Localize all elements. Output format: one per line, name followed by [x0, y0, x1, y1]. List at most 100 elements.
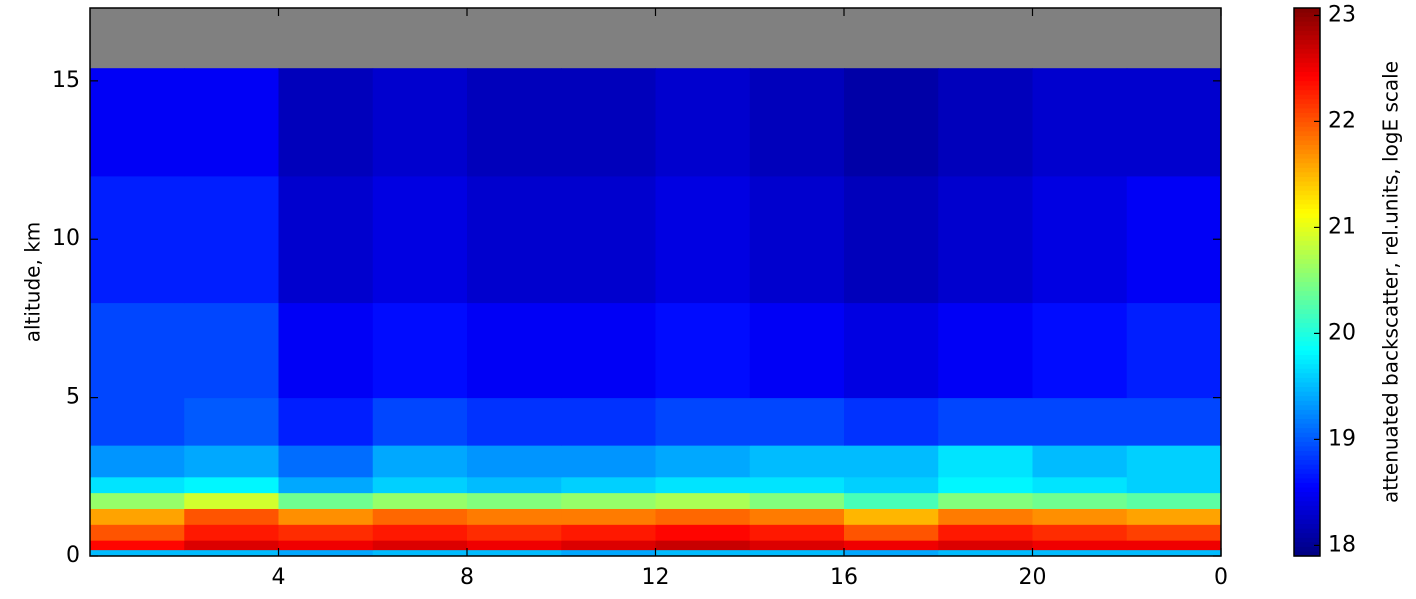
colorbar-segment — [1294, 263, 1320, 269]
colorbar-segment — [1294, 510, 1320, 516]
colorbar-segment — [1294, 309, 1320, 315]
x-tick-label: 4 — [272, 565, 286, 590]
colorbar-segment — [1294, 44, 1320, 50]
colorbar-segment — [1294, 359, 1320, 365]
heat-cell — [184, 492, 279, 509]
heat-cell — [938, 540, 1033, 551]
colorbar-segment — [1294, 428, 1320, 434]
colorbar-segment — [1294, 505, 1320, 511]
heat-cell — [372, 492, 468, 509]
colorbar-segment — [1294, 423, 1320, 429]
colorbar-segment — [1294, 53, 1320, 59]
colorbar-segment — [1294, 272, 1320, 279]
heat-cell — [561, 302, 656, 399]
colorbar-segment — [1294, 149, 1320, 155]
colorbar-segment — [1294, 172, 1320, 178]
heat-cell — [1126, 175, 1222, 304]
colorbar-segment — [1294, 131, 1320, 137]
heat-cell — [278, 397, 374, 446]
colorbar-segment — [1294, 400, 1320, 406]
colorbar-segment — [1294, 391, 1320, 397]
heat-cell — [1032, 68, 1128, 177]
heat-cell — [278, 492, 374, 509]
colorbar-segment — [1294, 501, 1320, 507]
heat-cell — [90, 524, 185, 541]
colorbar-segment — [1294, 21, 1320, 27]
heat-cell — [844, 397, 939, 446]
colorbar-label: attenuated backscatter, rel.units, logE … — [1379, 61, 1403, 503]
heat-cell — [278, 302, 374, 399]
heat-cell — [938, 445, 1033, 478]
heat-cell — [655, 68, 751, 177]
heat-cell — [749, 397, 845, 446]
heat-cell — [467, 508, 562, 525]
colorbar-tick-label: 19 — [1328, 426, 1356, 451]
heat-cell — [655, 445, 751, 478]
colorbar-segment — [1294, 140, 1320, 146]
colorbar-segment — [1294, 469, 1320, 475]
heat-cell — [278, 476, 374, 494]
colorbar-segment — [1294, 163, 1320, 169]
heat-cell — [467, 524, 562, 541]
colorbar-segment — [1294, 227, 1320, 233]
colorbar-segment — [1294, 304, 1320, 310]
heat-cell — [844, 476, 939, 494]
heat-cell — [90, 445, 185, 478]
colorbar-segment — [1294, 181, 1320, 187]
heat-cell — [561, 397, 656, 446]
heat-cell — [184, 397, 279, 446]
heat-cell — [844, 175, 939, 304]
heat-cell — [561, 524, 656, 541]
colorbar-segment — [1294, 441, 1320, 447]
heat-cell — [1032, 524, 1128, 541]
colorbar-segment — [1294, 94, 1320, 100]
heat-cell — [749, 492, 845, 509]
heat-cell — [561, 508, 656, 525]
heat-cell — [90, 549, 185, 557]
colorbar-segment — [1294, 222, 1320, 228]
colorbar-segment — [1294, 432, 1320, 438]
colorbar-segment — [1294, 90, 1320, 96]
heat-cell — [278, 540, 374, 551]
colorbar-segment — [1294, 551, 1320, 557]
colorbar-segment — [1294, 350, 1320, 356]
colorbar-segment — [1294, 208, 1320, 215]
heat-cell — [467, 445, 562, 478]
colorbar-segment — [1294, 108, 1320, 114]
heat-cell — [844, 492, 939, 509]
colorbar-segment — [1294, 145, 1320, 151]
colorbar-segment — [1294, 524, 1320, 530]
heat-cell — [749, 476, 845, 494]
colorbar-segment — [1294, 487, 1320, 493]
colorbar-tick-label: 18 — [1328, 532, 1356, 557]
colorbar-segment — [1294, 464, 1320, 470]
heat-cell — [372, 397, 468, 446]
colorbar-segment — [1294, 377, 1320, 384]
colorbar-segment — [1294, 295, 1320, 301]
colorbar-segment — [1294, 250, 1320, 256]
heat-cell — [372, 540, 468, 551]
heat-cell — [655, 549, 751, 557]
heat-cell — [184, 445, 279, 478]
colorbar-segment — [1294, 268, 1320, 274]
heat-cell — [278, 524, 374, 541]
heat-cell — [90, 540, 185, 551]
heat-cell — [467, 476, 562, 494]
colorbar-segment — [1294, 414, 1320, 420]
colorbar-segment — [1294, 482, 1320, 489]
heat-cell — [561, 492, 656, 509]
colorbar-segment — [1294, 300, 1320, 306]
colorbar-segment — [1294, 546, 1320, 553]
heat-cell — [467, 492, 562, 509]
colorbar-segment — [1294, 236, 1320, 242]
heat-cell — [1126, 445, 1222, 478]
heat-cell — [90, 492, 185, 509]
colorbar-tick-label: 22 — [1328, 108, 1356, 133]
colorbar-segment — [1294, 473, 1320, 479]
colorbar-segment — [1294, 67, 1320, 73]
colorbar-segment — [1294, 460, 1320, 466]
heat-cell — [90, 476, 185, 494]
heat-cell — [467, 175, 562, 304]
x-tick-label: 0 — [1214, 565, 1228, 590]
